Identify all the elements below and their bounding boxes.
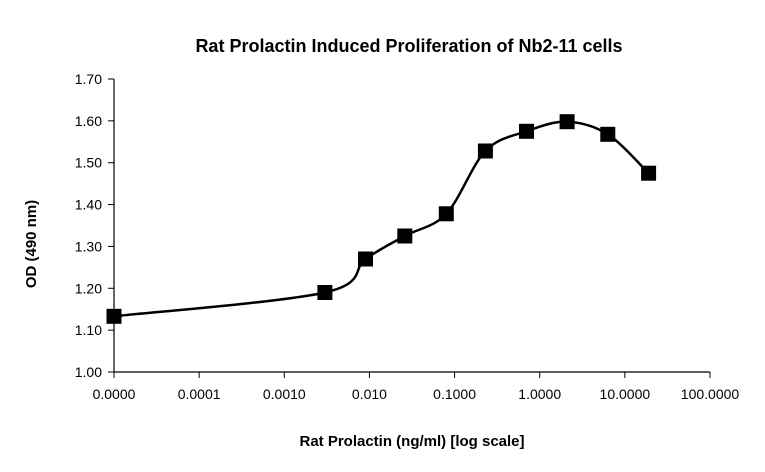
data-point-marker <box>397 228 413 244</box>
data-point-marker <box>358 251 373 267</box>
data-point-marker <box>559 114 575 130</box>
y-tick-label: 1.30 <box>75 238 102 254</box>
x-tick-label: 0.0010 <box>263 386 306 402</box>
y-tick-label: 1.40 <box>75 197 102 213</box>
y-tick-label: 1.60 <box>75 113 102 129</box>
y-tick-label: 1.00 <box>75 364 102 380</box>
y-axis-title: OD (490 nm) <box>23 200 40 288</box>
y-tick-label: 1.20 <box>75 280 102 296</box>
x-tick-label: 0.010 <box>352 386 387 402</box>
x-tick-label: 1.0000 <box>518 386 561 402</box>
y-tick-label: 1.50 <box>75 155 102 171</box>
x-tick-label: 0.1000 <box>433 386 476 402</box>
data-point-marker <box>477 143 493 159</box>
x-tick-label: 0.0000 <box>93 386 136 402</box>
data-point-marker <box>641 165 657 181</box>
x-tick-label: 10.0000 <box>600 386 651 402</box>
x-tick-label: 100.0000 <box>681 386 740 402</box>
y-tick-label: 1.10 <box>75 322 102 338</box>
x-axis-title: Rat Prolactin (ng/ml) [log scale] <box>299 433 524 450</box>
data-point-marker <box>438 206 454 222</box>
y-tick-label: 1.70 <box>75 71 102 87</box>
data-point-marker <box>600 126 616 142</box>
data-point-marker <box>519 123 534 139</box>
data-point-marker <box>317 285 333 300</box>
data-point-marker <box>106 308 122 324</box>
x-tick-label: 0.0001 <box>178 386 221 402</box>
chart-title: Rat Prolactin Induced Proliferation of N… <box>195 36 622 56</box>
axes: 1.00 1.10 1.20 1.30 1.40 1.50 1.60 1.70 0.0000 0.… <box>75 71 740 402</box>
series-line <box>113 120 650 318</box>
plot-area <box>106 114 657 324</box>
